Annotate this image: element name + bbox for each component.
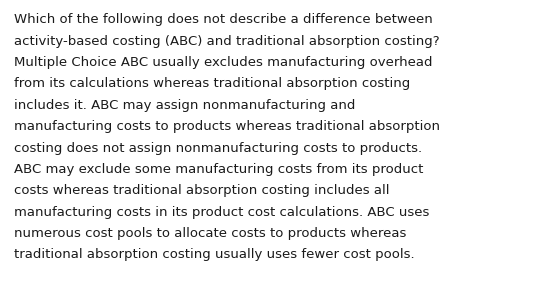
Text: includes it. ABC may assign nonmanufacturing and: includes it. ABC may assign nonmanufactu… [14, 99, 355, 112]
Text: costing does not assign nonmanufacturing costs to products.: costing does not assign nonmanufacturing… [14, 142, 422, 154]
Text: Multiple Choice ABC usually excludes manufacturing overhead: Multiple Choice ABC usually excludes man… [14, 56, 432, 69]
Text: Which of the following does not describe a difference between: Which of the following does not describe… [14, 13, 432, 26]
Text: ABC may exclude some manufacturing costs from its product: ABC may exclude some manufacturing costs… [14, 163, 424, 176]
Text: from its calculations whereas traditional absorption costing: from its calculations whereas traditiona… [14, 77, 410, 90]
Text: activity-based costing (ABC) and traditional absorption costing?: activity-based costing (ABC) and traditi… [14, 35, 440, 47]
Text: traditional absorption costing usually uses fewer cost pools.: traditional absorption costing usually u… [14, 248, 415, 261]
Text: manufacturing costs in its product cost calculations. ABC uses: manufacturing costs in its product cost … [14, 206, 429, 219]
Text: manufacturing costs to products whereas traditional absorption: manufacturing costs to products whereas … [14, 120, 440, 133]
Text: costs whereas traditional absorption costing includes all: costs whereas traditional absorption cos… [14, 184, 389, 197]
Text: numerous cost pools to allocate costs to products whereas: numerous cost pools to allocate costs to… [14, 227, 406, 240]
